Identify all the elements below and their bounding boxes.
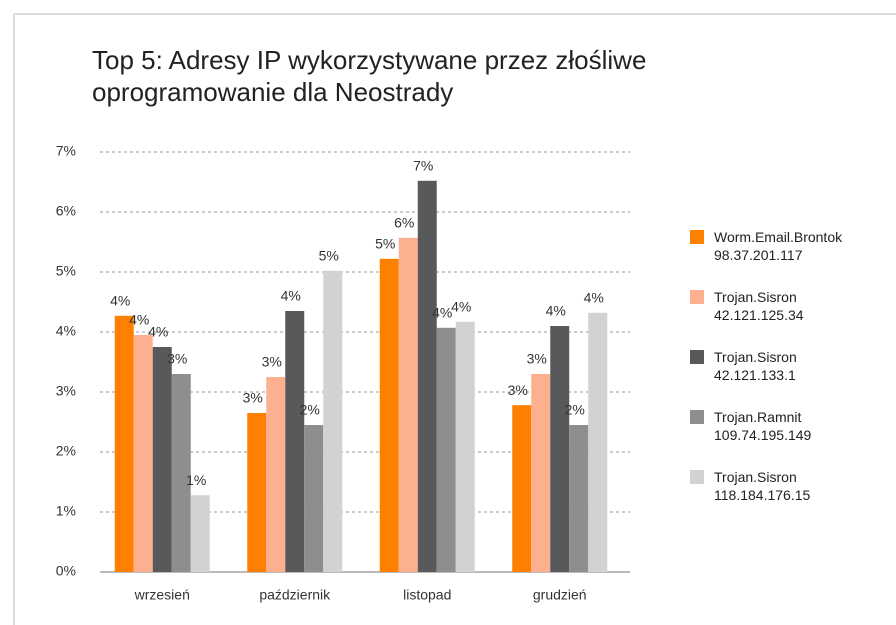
- chart-title: Top 5: Adresy IP wykorzystywane przez zł…: [92, 45, 647, 107]
- value-label: 4%: [281, 288, 301, 304]
- y-tick-label: 3%: [56, 383, 76, 399]
- y-tick-label: 2%: [56, 443, 76, 459]
- value-label: 3%: [262, 354, 282, 370]
- value-label: 3%: [527, 351, 547, 367]
- y-tick-label: 6%: [56, 203, 76, 219]
- bar: [190, 495, 210, 572]
- value-label: 7%: [413, 158, 433, 174]
- bar: [171, 374, 191, 572]
- legend-entry: Trojan.Sisron 42.121.133.1: [714, 349, 797, 383]
- value-label: 4%: [451, 299, 471, 315]
- x-tick-label: grudzień: [533, 587, 587, 603]
- x-tick-label: październik: [259, 587, 331, 603]
- value-label: 5%: [375, 236, 395, 252]
- value-label: 2%: [565, 402, 585, 418]
- y-tick-label: 4%: [56, 323, 76, 339]
- value-label: 4%: [546, 303, 566, 319]
- value-label: 2%: [300, 402, 320, 418]
- value-label: 1%: [186, 472, 206, 488]
- value-label: 3%: [508, 382, 528, 398]
- x-tick-label: listopad: [403, 587, 451, 603]
- bar: [304, 425, 324, 572]
- legend-entry: Trojan.Ramnit 109.74.195.149: [714, 409, 812, 443]
- bar: [550, 326, 570, 572]
- bar: [379, 258, 399, 572]
- value-label: 4%: [129, 312, 149, 328]
- y-tick-label: 1%: [56, 503, 76, 519]
- legend-entry: Trojan.Sisron 118.184.176.15: [714, 469, 811, 503]
- bar: [323, 270, 343, 572]
- bar: [285, 311, 305, 572]
- legend-swatch: [690, 290, 704, 304]
- bar: [417, 180, 437, 573]
- legend-swatch: [690, 230, 704, 244]
- y-tick-label: 0%: [56, 563, 76, 579]
- legend-entry: Worm.Email.Brontok 98.37.201.117: [714, 229, 843, 263]
- bar: [133, 335, 153, 572]
- bar: [398, 237, 418, 573]
- legend-entry: Trojan.Sisron 42.121.125.34: [714, 289, 804, 323]
- value-label: 3%: [167, 351, 187, 367]
- bar: [152, 347, 172, 572]
- bar: [114, 315, 134, 572]
- legend-swatch: [690, 470, 704, 484]
- legend-swatch: [690, 350, 704, 364]
- y-tick-label: 7%: [56, 143, 76, 159]
- value-label: 5%: [319, 248, 339, 264]
- bar: [569, 425, 589, 572]
- value-label: 6%: [394, 215, 414, 231]
- y-tick-label: 5%: [56, 263, 76, 279]
- bar: [247, 413, 267, 572]
- bar: [455, 321, 475, 572]
- value-label: 4%: [110, 293, 130, 309]
- legend-swatch: [690, 410, 704, 424]
- bar: [436, 327, 456, 572]
- value-label: 3%: [243, 390, 263, 406]
- value-label: 4%: [148, 324, 168, 340]
- x-tick-label: wrzesień: [134, 587, 190, 603]
- value-label: 4%: [584, 290, 604, 306]
- bar: [512, 405, 532, 572]
- value-label: 4%: [432, 305, 452, 321]
- bar: [588, 312, 608, 572]
- bar: [531, 374, 551, 572]
- bar: [266, 377, 286, 572]
